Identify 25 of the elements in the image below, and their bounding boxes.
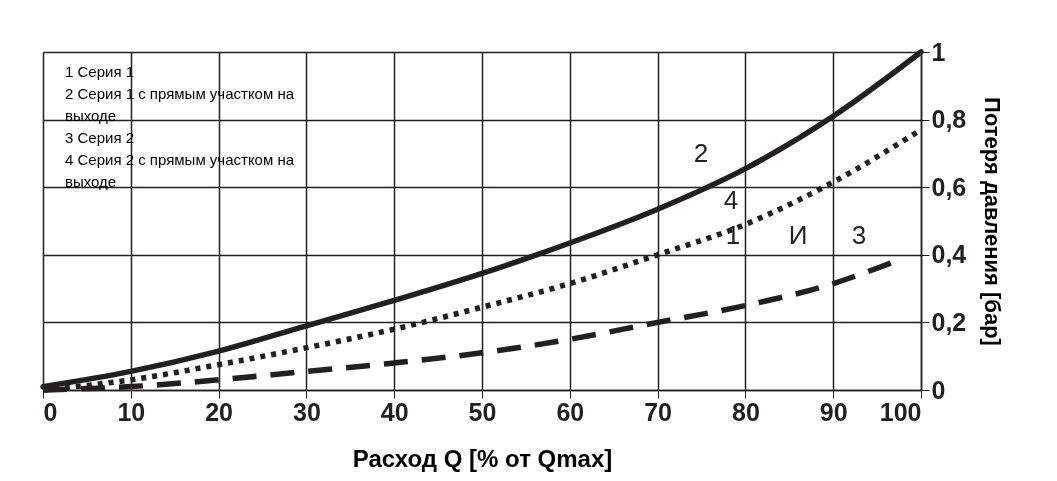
y-tick-label: 0,6 [931, 172, 967, 201]
y-tick-label: 1 [931, 37, 946, 66]
y-tick-label: 0,8 [931, 105, 967, 134]
x-tick-label: 50 [468, 397, 497, 426]
x-tick-label: 20 [205, 397, 234, 426]
annotation: 4 [723, 185, 739, 215]
x-tick-label: 60 [556, 397, 585, 426]
x-tick-label: 40 [380, 397, 409, 426]
y-axis-title: Потеря давления [бар] [980, 97, 1006, 346]
x-tick-label: 80 [731, 397, 760, 426]
annotation: И [788, 220, 808, 250]
y-tick-label: 0 [931, 375, 946, 404]
y-tick-label: 0,4 [931, 240, 967, 269]
x-tick-label: 0 [43, 397, 58, 426]
annotation: 2 [693, 138, 709, 168]
annotation: выходе [65, 107, 117, 124]
x-tick-label: 100 [879, 397, 922, 426]
y-tick-label: 0,2 [931, 307, 967, 336]
x-axis-title: Расход Q [% от Qmax] [352, 444, 613, 472]
x-tick-label: 10 [117, 397, 146, 426]
annotation: выходе [65, 173, 117, 190]
x-tick-label: 70 [644, 397, 673, 426]
annotation: 3 [851, 220, 867, 250]
x-tick-label: 30 [292, 397, 321, 426]
x-tick-label: 90 [819, 397, 848, 426]
